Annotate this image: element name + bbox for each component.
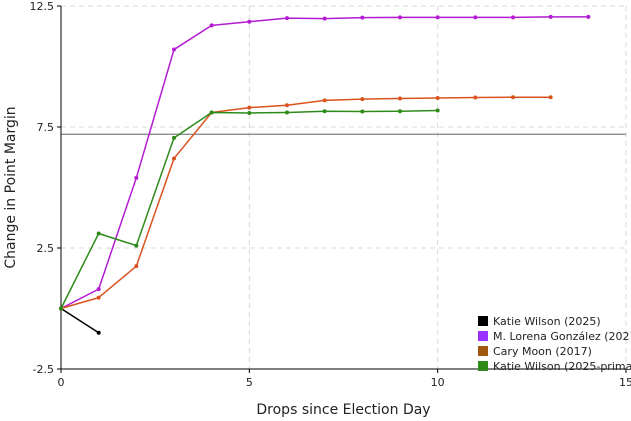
data-point [247, 105, 252, 110]
data-point [360, 109, 365, 114]
data-point [247, 19, 252, 24]
legend-swatch [478, 361, 488, 371]
data-point [59, 306, 63, 311]
legend-swatch [478, 331, 488, 341]
series-3 [59, 108, 440, 311]
x-tick-label: 10 [431, 376, 445, 389]
legend-entry: Cary Moon (2017) [478, 345, 592, 358]
data-point [473, 15, 478, 20]
data-point [172, 135, 176, 140]
y-tick-label: -2.5 [33, 363, 54, 376]
data-point [473, 95, 478, 100]
tick-labels: 0 5 10 15 -2.5 2.5 7.5 12.5 [30, 0, 631, 389]
legend-entry: Katie Wilson (2025) [478, 315, 601, 328]
series-line [60, 96, 551, 310]
series-line [60, 307, 100, 334]
y-tick-label: 2.5 [37, 242, 55, 255]
data-point [134, 175, 139, 180]
legend-label: Cary Moon (2017) [493, 345, 592, 358]
legend: Katie Wilson (2025) M. Lorena González (2… [478, 315, 631, 373]
data-point [586, 14, 591, 19]
data-point [360, 15, 365, 20]
data-point [96, 295, 101, 300]
data-point [134, 243, 139, 248]
x-tick-label: 0 [58, 376, 65, 389]
y-axis-label: Change in Point Margin [3, 106, 19, 268]
series-0 [59, 306, 101, 335]
data-point [322, 16, 327, 21]
legend-label: Katie Wilson (2025-primary) [493, 360, 631, 373]
data-point [134, 264, 139, 269]
data-point [360, 97, 365, 102]
x-tick-label: 5 [246, 376, 253, 389]
data-point [511, 15, 515, 20]
data-point [398, 15, 402, 20]
data-point [209, 110, 214, 115]
data-point [435, 108, 440, 113]
data-point [322, 109, 327, 114]
y-tick-label: 7.5 [37, 121, 55, 134]
data-point [96, 330, 101, 335]
data-point [398, 109, 402, 114]
data-point [322, 98, 327, 103]
series-line [60, 16, 589, 310]
legend-entry: M. Lorena González (2021) [478, 330, 631, 343]
data-point [548, 14, 553, 19]
data-point [96, 231, 101, 236]
data-point [285, 103, 289, 108]
legend-label: M. Lorena González (2021) [493, 330, 631, 343]
legend-swatch [478, 346, 488, 356]
data-point [172, 47, 176, 52]
data-point [209, 23, 214, 28]
data-point [435, 95, 440, 100]
legend-swatch [478, 316, 488, 326]
data-point [398, 96, 402, 101]
data-point [435, 15, 440, 20]
legend-entry: Katie Wilson (2025-primary) [478, 360, 631, 373]
series-2 [59, 95, 553, 311]
data-point [172, 156, 176, 161]
data-point [511, 95, 515, 100]
data-point [247, 110, 252, 115]
y-tick-label: 12.5 [30, 0, 55, 13]
data-point [285, 110, 289, 115]
data-point [548, 95, 553, 100]
series-group [59, 14, 591, 335]
data-point [285, 16, 289, 21]
data-point [96, 287, 101, 292]
series-1 [59, 14, 591, 311]
x-axis-label: Drops since Election Day [256, 402, 430, 418]
x-tick-label: 15 [619, 376, 631, 389]
legend-label: Katie Wilson (2025) [493, 315, 601, 328]
